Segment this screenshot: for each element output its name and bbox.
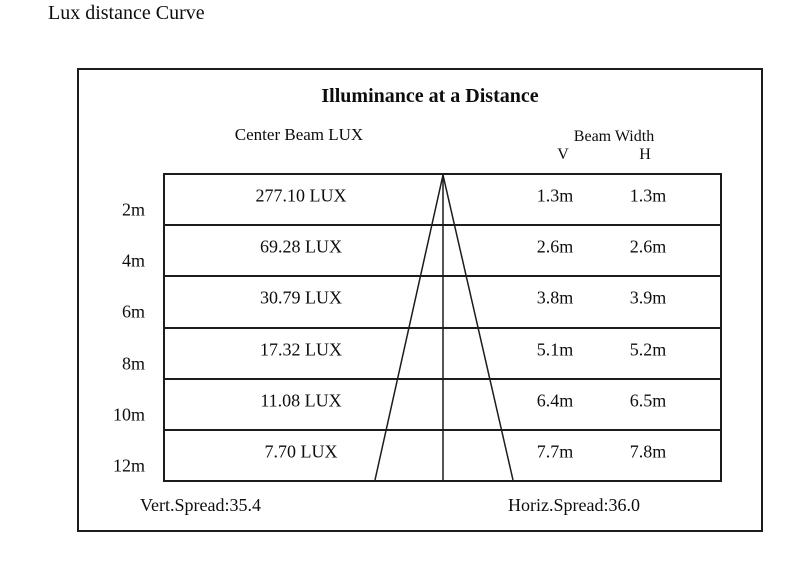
column-header-h: H [639, 146, 651, 163]
beam-width-v-value: 3.8m [536, 287, 574, 308]
distance-label: 6m [121, 301, 145, 322]
beam-width-v-value: 1.3m [536, 185, 574, 206]
table-row: 2m 277.10 LUX 1.3m 1.3m [122, 175, 720, 224]
lux-value: 17.32 LUX [260, 339, 342, 360]
illuminance-table: 2m 277.10 LUX 1.3m 1.3m 4m 69.28 LUX 2.6… [113, 173, 722, 482]
column-header-v: V [557, 146, 569, 163]
beam-width-h-value: 1.3m [629, 185, 667, 206]
distance-label: 12m [112, 455, 145, 476]
panel-title: Illuminance at a Distance [321, 85, 539, 107]
beam-width-v-value: 5.1m [536, 339, 574, 360]
lux-value: 11.08 LUX [260, 390, 342, 411]
page-title: Lux distance Curve [48, 2, 205, 24]
table-row: 8m 17.32 LUX 5.1m 5.2m [122, 326, 720, 378]
lux-value: 277.10 LUX [255, 185, 347, 206]
beam-width-v-value: 7.7m [536, 441, 574, 462]
horiz-spread-label: Horiz.Spread:36.0 [508, 495, 640, 515]
distance-label: 10m [112, 404, 145, 425]
distance-label: 4m [121, 250, 145, 271]
beam-width-v-value: 2.6m [536, 236, 574, 257]
column-header-beam-width: Beam Width [573, 128, 655, 145]
beam-width-h-value: 3.9m [629, 287, 667, 308]
table-row: 10m 11.08 LUX 6.4m 6.5m [113, 377, 720, 429]
beam-width-v-value: 6.4m [536, 390, 574, 411]
beam-width-h-value: 6.5m [629, 390, 667, 411]
vert-spread-label: Vert.Spread:35.4 [140, 495, 261, 515]
table-row: 4m 69.28 LUX 2.6m 2.6m [122, 224, 720, 275]
column-header-center-beam-lux: Center Beam LUX [234, 125, 364, 144]
table-row: 12m 7.70 LUX 7.7m 7.8m [113, 428, 720, 480]
distance-label: 2m [121, 199, 145, 220]
beam-width-h-value: 7.8m [629, 441, 667, 462]
table-row: 6m 30.79 LUX 3.8m 3.9m [122, 275, 720, 326]
beam-width-h-value: 2.6m [629, 236, 667, 257]
lux-value: 7.70 LUX [264, 441, 338, 462]
beam-width-h-value: 5.2m [629, 339, 667, 360]
lux-value: 69.28 LUX [260, 236, 342, 257]
lux-value: 30.79 LUX [260, 287, 342, 308]
illuminance-panel: Illuminance at a Distance Center Beam LU… [77, 68, 763, 532]
distance-label: 8m [121, 353, 145, 374]
